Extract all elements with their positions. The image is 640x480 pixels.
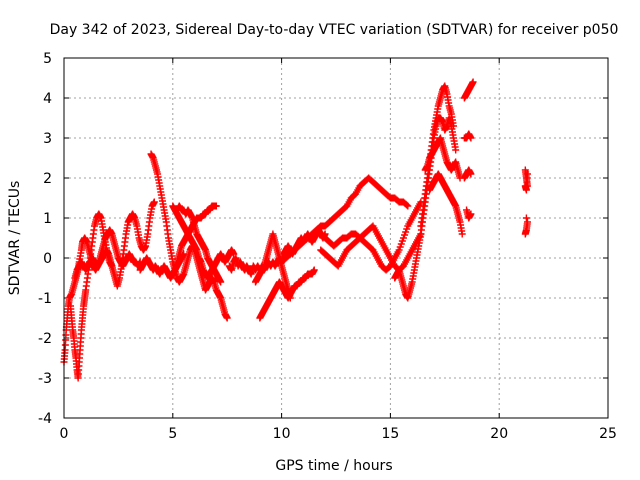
chart-title: Day 342 of 2023, Sidereal Day-to-day VTE…	[50, 22, 619, 38]
x-tick-label-15: 15	[381, 426, 399, 442]
y-tick-label-0: 0	[43, 251, 52, 267]
x-axis-label: GPS time / hours	[275, 458, 392, 474]
series-trace-j	[251, 230, 294, 302]
x-tick-label-25: 25	[599, 426, 617, 442]
point-trace-s-16	[469, 78, 477, 86]
y-axis-label: SDTVAR / TECUs	[7, 181, 23, 296]
series-trace-h	[173, 202, 225, 286]
series-trace-r	[426, 170, 466, 238]
y-tick-label--1: -1	[38, 291, 52, 307]
series-trace-c	[71, 226, 144, 282]
x-axis-ticks: 0 5 10 15 20 25	[60, 58, 617, 442]
x-tick-label-20: 20	[490, 426, 508, 442]
y-tick-label-1: 1	[43, 211, 52, 227]
point-trace-p-60	[450, 122, 458, 130]
y-tick-label-4: 4	[43, 91, 52, 107]
series-trace-n	[321, 198, 425, 274]
x-tick-label-5: 5	[168, 426, 177, 442]
series-trace-t	[521, 166, 531, 238]
point-trace-s-42	[467, 170, 475, 178]
y-tick-label-3: 3	[43, 131, 52, 147]
point-trace-a-180	[150, 198, 158, 206]
point-trace-o-112	[452, 146, 460, 154]
point-trace-k-100	[310, 266, 318, 274]
data-points	[60, 78, 531, 382]
point-trace-l-115	[403, 201, 411, 209]
y-tick-label--4: -4	[38, 411, 52, 427]
y-axis-ticks: -4 -3 -2 -1 0 1 2 3 4 5	[38, 51, 608, 427]
plot-frame	[63, 57, 609, 419]
point-trace-t-26	[523, 218, 531, 226]
series-trace-l	[278, 174, 412, 266]
point-trace-g-80	[212, 202, 220, 210]
point-trace-s-29	[467, 134, 475, 142]
y-tick-label-5: 5	[43, 51, 52, 67]
grid-lines	[64, 58, 608, 418]
point-trace-s-51	[467, 210, 475, 218]
series-trace-g	[169, 202, 220, 278]
point-trace-t-27	[522, 214, 530, 222]
series-trace-s	[460, 78, 477, 222]
point-trace-l-116	[404, 202, 412, 210]
series-trace-p	[417, 82, 458, 230]
point-trace-r-60	[458, 230, 466, 238]
series-trace-f	[169, 202, 238, 282]
x-tick-label-0: 0	[60, 426, 69, 442]
x-tick-label-10: 10	[273, 426, 291, 442]
point-trace-h-80	[217, 278, 225, 286]
series-trace-o	[391, 114, 460, 302]
y-tick-label--2: -2	[38, 331, 52, 347]
point-trace-t-17	[523, 170, 531, 178]
series-trace-q	[421, 134, 464, 182]
point-trace-f-112	[230, 250, 238, 258]
y-tick-label-2: 2	[43, 171, 52, 187]
y-tick-label--3: -3	[38, 371, 52, 387]
series-trace-k	[256, 266, 318, 322]
series-trace-m	[317, 222, 425, 274]
point-trace-b-104	[108, 262, 116, 270]
point-trace-e-140	[223, 314, 231, 322]
